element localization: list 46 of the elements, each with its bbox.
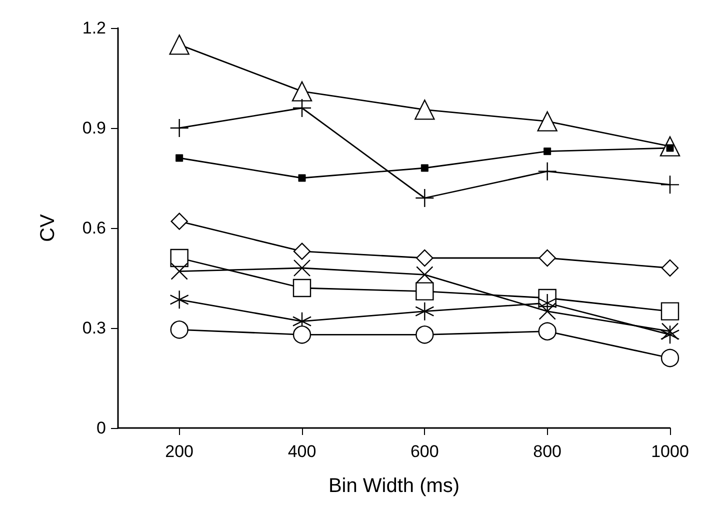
point	[420, 164, 428, 172]
point	[293, 259, 311, 277]
point	[170, 212, 188, 230]
point	[292, 98, 312, 118]
point	[537, 111, 558, 132]
x-tick-label: 600	[410, 442, 439, 461]
x-tick-label: 400	[288, 442, 316, 461]
y-tick-label: 1.2	[82, 18, 106, 38]
point	[169, 34, 190, 55]
point	[170, 320, 188, 339]
point	[292, 326, 312, 344]
point	[170, 262, 188, 280]
point	[544, 148, 552, 156]
point	[660, 348, 680, 368]
x-axis-title: Bin Width (ms)	[328, 475, 460, 497]
point	[416, 326, 434, 344]
y-tick-label: 0.6	[82, 218, 106, 238]
y-tick-label: 0	[96, 418, 106, 438]
point	[170, 290, 189, 310]
point	[538, 322, 556, 340]
y-axis-title: CV	[37, 213, 59, 242]
y-tick-label: 0.9	[82, 118, 106, 138]
x-tick-label: 1000	[651, 442, 689, 461]
point	[660, 175, 680, 194]
y-tick-label: 0.3	[82, 318, 106, 338]
point	[416, 266, 434, 284]
point	[416, 249, 434, 267]
point	[415, 188, 434, 208]
x-tick-label: 800	[533, 442, 562, 461]
x-tick-label: 200	[165, 442, 194, 461]
point	[415, 302, 434, 321]
point	[292, 81, 312, 102]
point	[292, 278, 312, 298]
point	[660, 325, 680, 344]
point	[661, 322, 679, 340]
point	[170, 248, 188, 268]
point	[538, 302, 556, 320]
point	[661, 259, 679, 277]
point	[170, 118, 189, 138]
point	[416, 282, 434, 300]
point	[298, 174, 306, 182]
point	[538, 249, 556, 267]
point	[176, 154, 184, 162]
point	[293, 242, 311, 260]
point	[414, 100, 435, 120]
point	[660, 302, 680, 320]
